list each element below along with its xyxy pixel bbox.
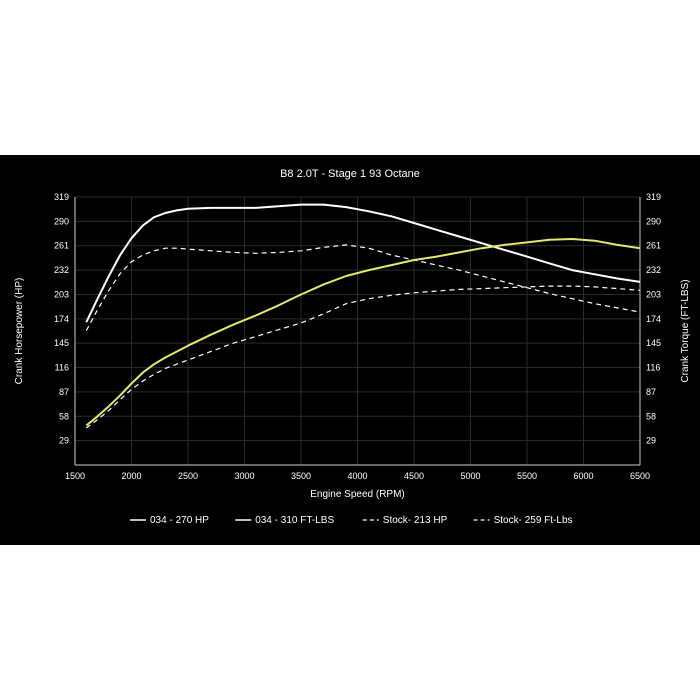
x-tick-label: 5500 [517, 471, 537, 481]
y-left-tick-label: 145 [54, 338, 69, 348]
y-right-tick-label: 261 [646, 241, 661, 251]
x-tick-label: 1500 [65, 471, 85, 481]
series-034-torque [86, 205, 640, 323]
y-left-tick-label: 29 [59, 436, 69, 446]
y-right-tick-label: 29 [646, 436, 656, 446]
y-right-tick-label: 203 [646, 289, 661, 299]
x-tick-label: 3500 [291, 471, 311, 481]
x-tick-label: 5000 [460, 471, 480, 481]
y-left-tick-label: 232 [54, 265, 69, 275]
legend-label: 034 - 310 FT-LBS [255, 515, 334, 526]
dyno-chart: B8 2.0T - Stage 1 93 Octane 1500 2000 2500 3… [0, 155, 700, 545]
y-right-tick-label: 174 [646, 314, 661, 324]
y-left-axis-label: Crank Horsepower (HP) [14, 278, 25, 385]
y-left-tick-label: 319 [54, 192, 69, 202]
dyno-chart-panel: B8 2.0T - Stage 1 93 Octane 1500 2000 2500 3… [0, 155, 700, 545]
y-right-axis-label: Crank Torque (FT-LBS) [680, 279, 691, 382]
y-right-tick-label: 87 [646, 387, 656, 397]
x-tick-label: 3000 [234, 471, 254, 481]
series-034-hp [86, 239, 640, 426]
y-left-tick-label: 261 [54, 241, 69, 251]
legend-label: 034 - 270 HP [150, 515, 209, 526]
legend-label: Stock- 259 Ft-Lbs [494, 515, 573, 526]
y-right-tick-label: 290 [646, 216, 661, 226]
y-left-tick-label: 87 [59, 387, 69, 397]
y-left-tick-label: 290 [54, 216, 69, 226]
chart-title: B8 2.0T - Stage 1 93 Octane [280, 168, 420, 180]
series-stock-torque [86, 245, 640, 331]
x-tick-label: 4500 [404, 471, 424, 481]
x-tick-label: 2000 [121, 471, 141, 481]
x-tick-label: 2500 [178, 471, 198, 481]
y-left-tick-label: 58 [59, 411, 69, 421]
y-right-tick-label: 145 [646, 338, 661, 348]
x-tick-label: 4000 [347, 471, 367, 481]
x-axis-label: Engine Speed (RPM) [310, 489, 405, 500]
y-left-tick-label: 203 [54, 289, 69, 299]
y-right-tick-label: 319 [646, 192, 661, 202]
x-tick-label: 6500 [630, 471, 650, 481]
y-right-tick-label: 58 [646, 411, 656, 421]
y-left-tick-label: 116 [55, 363, 69, 373]
y-right-tick-label: 116 [646, 363, 660, 373]
x-tick-label: 6000 [573, 471, 593, 481]
y-left-tick-label: 174 [54, 314, 69, 324]
legend-label: Stock- 213 HP [383, 515, 448, 526]
series-stock-hp [86, 286, 640, 428]
y-right-tick-label: 232 [646, 265, 661, 275]
